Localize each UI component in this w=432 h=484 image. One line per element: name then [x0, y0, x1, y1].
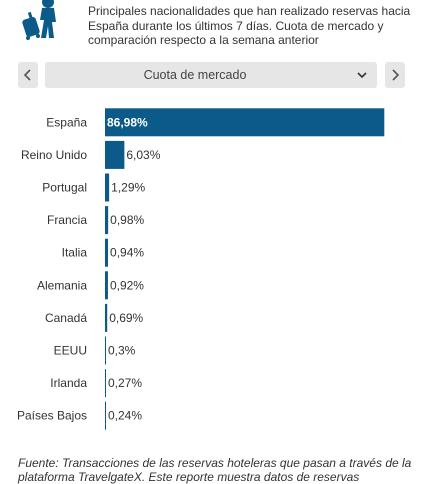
value-label: 0,3%: [108, 344, 136, 358]
bar[interactable]: [105, 108, 385, 137]
metric-dropdown[interactable]: Cuota de mercado: [45, 62, 377, 88]
bar[interactable]: [105, 401, 106, 430]
header: Principales nacionalidades que han reali…: [0, 0, 432, 50]
bar[interactable]: [105, 173, 110, 202]
source-note-line-2: plataforma TravelgateX. Este reporte mue…: [18, 470, 360, 484]
value-label: 0,92%: [110, 278, 144, 292]
category-label: Países Bajos: [17, 409, 87, 423]
bar[interactable]: [105, 271, 108, 300]
category-label: Reino Unido: [21, 148, 87, 162]
bar[interactable]: [105, 238, 109, 267]
value-label: 0,24%: [108, 409, 142, 423]
category-label: Canadá: [45, 311, 87, 325]
category-label: EEUU: [54, 344, 87, 358]
value-label: 0,94%: [110, 246, 144, 260]
value-label: 86,98%: [107, 115, 148, 129]
chevron-down-icon: [357, 72, 367, 79]
value-label: 0,69%: [109, 311, 143, 325]
bar[interactable]: [105, 206, 109, 235]
chevron-left-icon: [23, 69, 31, 81]
next-button[interactable]: [385, 62, 405, 88]
previous-button[interactable]: [18, 62, 38, 88]
value-label: 0,27%: [108, 376, 142, 390]
bar[interactable]: [105, 303, 108, 332]
category-label: Francia: [47, 213, 87, 227]
category-label: Alemania: [37, 278, 87, 292]
bar[interactable]: [105, 140, 125, 169]
category-label: España: [46, 115, 87, 129]
source-note-line-1: Fuente: Transacciones de las reservas ho…: [18, 456, 412, 470]
metric-dropdown-value: Cuota de mercado: [143, 68, 247, 82]
category-label: Italia: [62, 246, 88, 260]
chart-description: Principales nacionalidades que han reali…: [88, 4, 411, 47]
value-label: 1,29%: [111, 181, 145, 195]
bar[interactable]: [105, 369, 106, 398]
bar[interactable]: [105, 336, 106, 365]
metric-selector-bar: Cuota de mercado: [18, 62, 405, 88]
traveler-luggage-icon: [22, 0, 56, 40]
chevron-right-icon: [392, 69, 400, 81]
value-label: 6,03%: [126, 148, 160, 162]
value-label: 0,98%: [110, 213, 144, 227]
category-label: Irlanda: [50, 376, 87, 390]
category-label: Portugal: [42, 181, 87, 195]
market-share-bar-chart: España 86,98% Reino Unido 6,03% Portugal 1,29…: [17, 108, 385, 430]
